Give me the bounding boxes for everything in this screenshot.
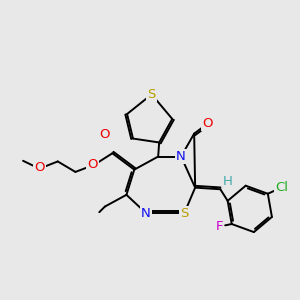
Text: O: O [88, 158, 98, 171]
Text: O: O [202, 117, 212, 130]
Text: F: F [216, 220, 223, 233]
Text: N: N [176, 150, 186, 163]
Text: O: O [34, 161, 45, 175]
Text: S: S [180, 207, 188, 220]
Text: H: H [223, 175, 232, 188]
Text: N: N [141, 207, 151, 220]
Text: O: O [99, 128, 110, 141]
Text: Cl: Cl [275, 182, 288, 194]
Text: S: S [147, 88, 156, 101]
